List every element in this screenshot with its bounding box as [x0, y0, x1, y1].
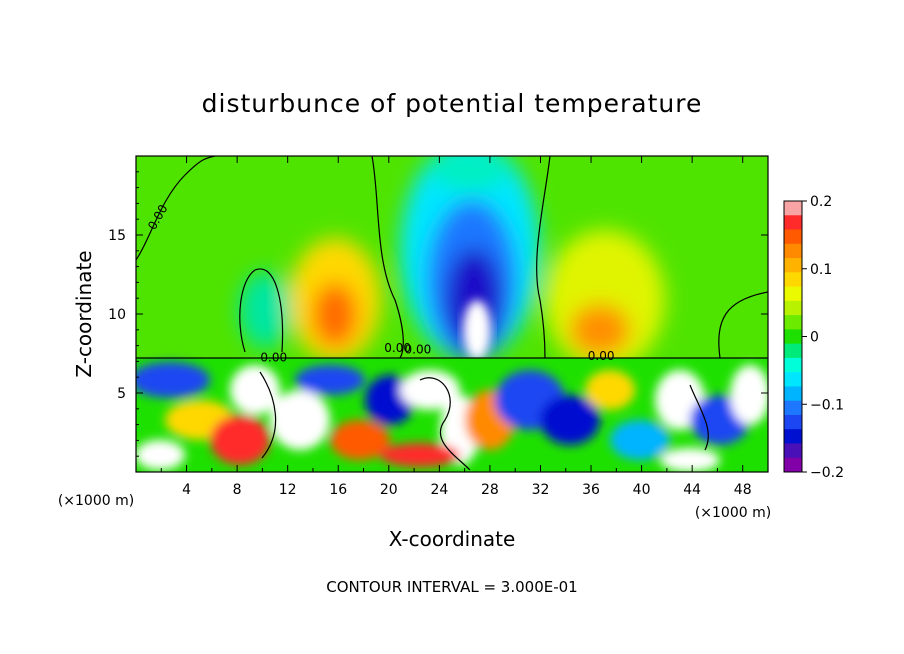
contour-label: 0.00	[588, 349, 615, 363]
colorbar-tick-label: 0.1	[810, 262, 832, 278]
x-unit-left: (×1000 m)	[58, 493, 134, 509]
colorbar-swatch	[784, 215, 802, 231]
tick-marks	[136, 156, 768, 472]
contour-label: 0.00	[260, 350, 287, 364]
warm-core-right	[570, 304, 630, 356]
colorbar-swatch	[784, 357, 802, 373]
colorbar-swatch	[784, 300, 802, 316]
contour-label: 0.00	[405, 343, 432, 357]
warm-core-left	[313, 283, 357, 347]
contour-line-col-1	[371, 156, 404, 359]
y-tick-labels: 5 10 15	[108, 228, 126, 402]
y-tick-label: 10	[108, 307, 126, 323]
x-tick-label: 44	[683, 482, 701, 498]
colorbar-swatch	[784, 343, 802, 359]
cold-extreme-core	[463, 300, 491, 360]
colorbar-tick-label: 0	[810, 330, 819, 346]
colorbar-swatch	[784, 258, 802, 273]
contour-line-lower-3	[689, 384, 709, 451]
colorbar-swatch	[784, 243, 802, 259]
contour-line-left	[136, 156, 216, 261]
colorbar-swatch	[784, 272, 802, 288]
colorbar-swatch	[784, 286, 802, 302]
top-cool-band	[430, 156, 510, 190]
contour-line-right	[718, 291, 768, 359]
chart-title: disturbunce of potential temperature	[202, 89, 703, 118]
colorbar-tick-labels: 0.2 0.1 0 −0.1 −0.2	[810, 194, 844, 481]
y-axis-label: Z-coordinate	[72, 250, 96, 377]
colorbar-swatch	[784, 386, 802, 402]
colorbar-swatch	[784, 400, 802, 416]
x-tick-label: 32	[532, 482, 550, 498]
y-tick-label: 15	[108, 228, 126, 244]
colorbar-tick-label: 0.2	[810, 194, 832, 210]
x-tick-label: 40	[633, 482, 651, 498]
contour-line-col-2	[536, 156, 551, 359]
x-tick-label: 36	[582, 482, 600, 498]
colorbar-swatch	[784, 457, 802, 473]
contour-label: 0.00	[384, 341, 411, 355]
colorbar-swatch	[784, 443, 802, 459]
y-tick-label: 5	[117, 386, 126, 402]
colorbar-swatch	[784, 414, 802, 430]
x-tick-label: 48	[734, 482, 752, 498]
x-tick-label: 12	[279, 482, 297, 498]
x-tick-label: 8	[233, 482, 242, 498]
colorbar-swatch	[784, 201, 802, 216]
x-tick-label: 16	[329, 482, 347, 498]
contour-line-lower-1	[259, 371, 277, 459]
contour-interval-note: CONTOUR INTERVAL = 3.000E-01	[326, 578, 577, 596]
x-tick-label: 24	[430, 482, 448, 498]
cool-left	[239, 272, 291, 348]
colorbar-swatch	[784, 229, 802, 245]
x-tick-label: 20	[380, 482, 398, 498]
colorbar-swatch	[784, 315, 802, 330]
heatmap-plot-area: 0.000.000.000.00 0.00	[136, 156, 768, 472]
colorbar-swatch	[784, 329, 802, 345]
colorbar	[784, 200, 807, 473]
colorbar-swatch	[784, 429, 802, 444]
x-tick-labels: 4 8 12 16 20 24 28 32 36 40 44 48	[182, 482, 752, 498]
colorbar-tick-label: −0.1	[810, 397, 844, 413]
x-tick-label: 4	[182, 482, 191, 498]
x-tick-label: 28	[481, 482, 499, 498]
colorbar-tick-label: −0.2	[810, 465, 844, 481]
colorbar-frame	[783, 200, 803, 473]
colorbar-swatch	[784, 372, 802, 387]
contour-line-warm-left	[239, 268, 284, 353]
x-axis-label: X-coordinate	[389, 527, 516, 551]
x-unit-right: (×1000 m)	[695, 505, 771, 521]
contour-line-lower-2	[419, 377, 471, 471]
